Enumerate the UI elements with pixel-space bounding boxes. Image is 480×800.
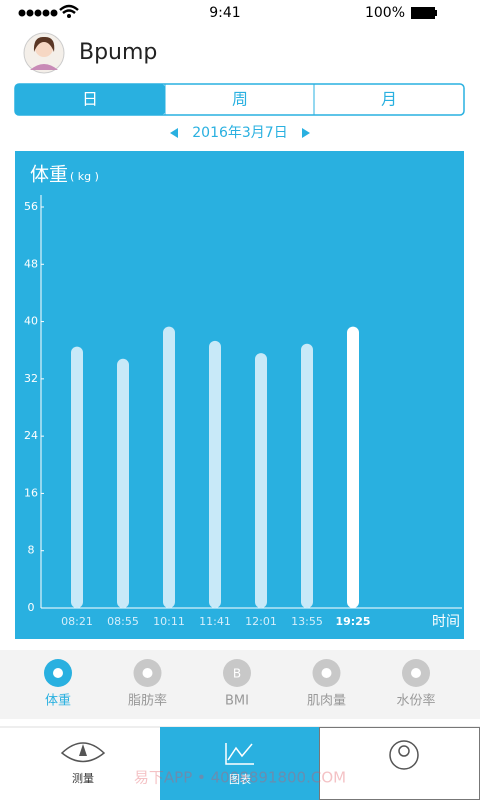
bar [301,343,313,608]
y-tick-label: 0 [28,601,35,614]
chart-title: 体重 [30,164,68,186]
nav-chart[interactable]: 图表 [229,772,251,786]
metric-label[interactable]: BMI [225,694,249,709]
wifi-icon [59,4,79,15]
app-title: Bpump [79,40,157,65]
date-label: 2016年3月7日 [192,125,287,141]
tab-selected [15,84,165,115]
x-tick-label: 13:55 [291,615,323,628]
battery-text: 100% [365,5,405,21]
metric-icon[interactable] [223,659,251,687]
tab-month[interactable]: 月 [381,90,397,109]
metric-icon-text: B [233,667,241,681]
metrics: 体重 脂肪率 B BMI 肌肉量 水份率 [44,659,436,709]
tab-week[interactable]: 周 [232,90,248,109]
chart-unit: ( kg ) [70,170,99,183]
chart-panel [15,151,464,639]
prev-date[interactable] [170,128,178,138]
bar [163,326,175,608]
signal [18,9,58,17]
tab-day[interactable]: 日 [82,90,98,109]
x-tick-label: 08:55 [107,615,139,628]
watermark: 易下APP • 4008891800.COM [134,769,346,787]
profile-head [398,745,410,757]
metric-icon-glyph [411,668,421,678]
bar [347,326,359,608]
metric-icon-glyph [53,668,63,678]
chart: 0 8 16 24 32 40 48 56 08:21 08:55 10:11 11:41 12:01 1… [24,200,371,628]
y-tick-label: 16 [24,486,38,499]
x-tick-label: 19:25 [335,615,370,628]
metric-label[interactable]: 体重 [45,693,71,709]
y-tick-label: 40 [24,315,38,328]
wifi-dot [67,14,71,18]
y-tick-label: 56 [24,200,38,213]
y-tick-label: 8 [28,544,35,557]
x-tick-label: 10:11 [153,615,185,628]
bar [209,340,221,608]
x-axis-label: 时间 [432,614,460,630]
metric-icon-glyph [142,668,153,678]
status-time: 9:41 [209,5,240,21]
nav-measure[interactable]: 测量 [72,772,94,785]
metric-label[interactable]: 水份率 [396,693,435,709]
x-tick-label: 12:01 [245,615,277,628]
y-tick-label: 48 [24,257,38,270]
scale-needle [79,744,87,756]
x-tick-label: 11:41 [199,615,231,628]
bar [255,353,267,608]
x-tick-label: 08:21 [61,615,93,628]
next-date[interactable] [302,128,310,138]
battery-icon [411,7,435,19]
profile-icon [389,740,419,770]
metric-label[interactable]: 肌肉量 [307,694,346,709]
y-tick-label: 24 [24,429,38,442]
avatar-body [30,64,58,70]
bar [117,358,129,608]
bar [71,346,83,608]
battery-tip [435,10,437,16]
nav-profile-cell[interactable] [319,727,480,800]
chart-icon [225,743,254,765]
avatar-hair [33,36,55,52]
metric-label[interactable]: 脂肪率 [128,693,167,709]
metric-icon-glyph [321,668,332,678]
y-tick-label: 32 [24,372,38,385]
